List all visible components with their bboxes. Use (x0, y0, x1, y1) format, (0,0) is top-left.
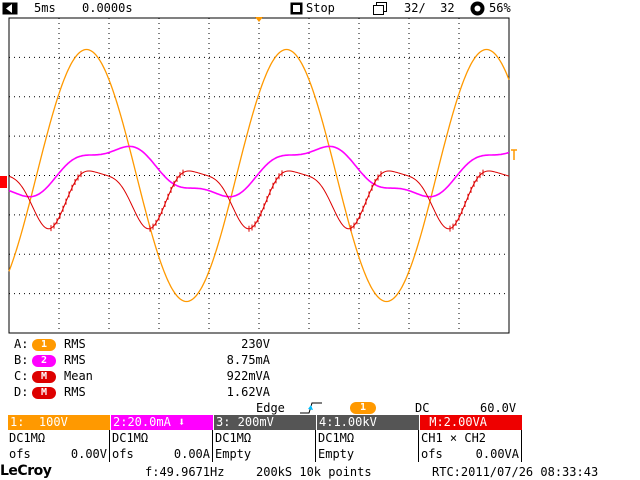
battery-level: 56% (489, 1, 511, 15)
measurement-panel: A: 1 RMS 230V B: 2 RMS 8.75mA C: M Mean … (0, 337, 640, 401)
trigger-coupling: DC (415, 401, 430, 415)
channel-offset: Empty (214, 446, 316, 462)
points-readout: 200kS 10k points (256, 465, 372, 479)
measurement-type: RMS (64, 337, 86, 351)
measurement-label: A: (14, 337, 29, 351)
channel-coupling: DC1MΩ (214, 430, 316, 446)
channel-1-box[interactable]: 1: 100V DC1MΩ ofs 0.00V (8, 415, 110, 463)
offset-label: Empty (318, 447, 355, 461)
coupling-text: DC1MΩ (9, 431, 46, 445)
channel-2-box[interactable]: 2:20.0mA ⬇ DC1MΩ ofs 0.00A (111, 415, 213, 463)
offset-label: ofs (112, 447, 134, 461)
measurement-b[interactable]: B: 2 RMS 8.75mA (14, 353, 434, 369)
math-expression: CH1 × CH2 (420, 430, 522, 446)
measurement-value: 922mVA (226, 369, 270, 383)
grid (8, 17, 510, 334)
channel-panel: 1: 100V DC1MΩ ofs 0.00V 2:20.0mA ⬇ DC1MΩ … (8, 415, 628, 463)
delay[interactable]: 0.0000s (82, 1, 133, 15)
ground-marker[interactable] (0, 176, 7, 188)
acquisition-count: 32/ 32 (404, 1, 455, 15)
channel-offset: ofs 0.00VA (420, 446, 522, 462)
status-bar: 5ms 0.0000s Stop 32/ 32 56% (0, 0, 640, 17)
channel-header: 1: 100V (8, 415, 110, 430)
channel-offset: ofs 0.00A (111, 446, 213, 462)
gear-sun-icon (470, 1, 485, 16)
measurement-value: 230V (241, 337, 270, 351)
source-badge: 2 (32, 355, 56, 367)
source-badge: M (32, 387, 56, 399)
math-formula: CH1 × CH2 (421, 431, 487, 445)
offset-label: ofs (421, 447, 443, 461)
math-channel-box[interactable]: M:2.00VA CH1 × CH2 ofs 0.00VA (420, 415, 522, 463)
channel-header: 4:1.00kV (317, 415, 419, 430)
channel-coupling: DC1MΩ (111, 430, 213, 446)
trigger-position-marker[interactable] (255, 17, 263, 22)
trigger-source-badge: 1 (350, 402, 376, 414)
coupling-text: DC1MΩ (112, 431, 149, 445)
measurement-d[interactable]: D: M RMS 1.62VA (14, 385, 434, 401)
bottom-bar: LeCroy f:49.9671Hz 200kS 10k points RTC:… (0, 463, 640, 480)
offset-value: 0.00VA (475, 447, 519, 461)
coupling-text: DC1MΩ (318, 431, 355, 445)
channel-offset: ofs 0.00V (8, 446, 110, 462)
offset-value: 0.00A (173, 447, 210, 461)
offset-value: 0.00V (70, 447, 107, 461)
channel-4-box[interactable]: 4:1.00kV DC1MΩ Empty (317, 415, 419, 463)
measurement-label: D: (14, 385, 29, 399)
offset-label: ofs (9, 447, 31, 461)
measurement-value: 1.62VA (226, 385, 270, 399)
measurement-label: B: (14, 353, 29, 367)
timebase[interactable]: 5ms (34, 1, 56, 15)
run-state[interactable]: Stop (306, 1, 335, 15)
trigger-level-marker[interactable] (511, 149, 517, 160)
channel-header: 3: 200mV (214, 415, 316, 430)
trace-math (8, 170, 510, 230)
measurement-value: 8.75mA (226, 353, 270, 367)
source-badge: 1 (32, 339, 56, 351)
measurement-label: C: (14, 369, 29, 383)
channel-header: M:2.00VA (420, 415, 522, 430)
trace-channel-2 (8, 145, 510, 198)
channel-header: 2:20.0mA ⬇ (111, 415, 213, 430)
source-badge: M (32, 371, 56, 383)
channel-3-box[interactable]: 3: 200mV DC1MΩ Empty (214, 415, 316, 463)
trigger-mode: Edge (256, 401, 285, 415)
offset-label: Empty (215, 447, 252, 461)
channel-coupling: DC1MΩ (317, 430, 419, 446)
measurement-type: Mean (64, 369, 93, 383)
measurement-type: RMS (64, 385, 86, 399)
measurement-type: RMS (64, 353, 86, 367)
chevron-left-icon[interactable] (2, 2, 18, 15)
brand-logo: LeCroy (0, 463, 52, 479)
rtc-clock: RTC:2011/07/26 08:33:43 (432, 465, 599, 479)
measurement-c[interactable]: C: M Mean 922mVA (14, 369, 434, 385)
channel-coupling: DC1MΩ (8, 430, 110, 446)
trigger-info[interactable]: Edge 1 DC 60.0V (0, 401, 640, 416)
frequency-readout: f:49.9671Hz (145, 465, 225, 479)
trigger-level: 60.0V (480, 401, 517, 415)
trace-channel-1 (8, 48, 510, 303)
coupling-text: DC1MΩ (215, 431, 252, 445)
rising-edge-icon (300, 402, 322, 414)
measurement-a[interactable]: A: 1 RMS 230V (14, 337, 434, 353)
waveform-display[interactable] (0, 17, 640, 336)
stop-square-icon[interactable] (290, 2, 303, 15)
stack-icon (373, 2, 387, 15)
channel-offset: Empty (317, 446, 419, 462)
